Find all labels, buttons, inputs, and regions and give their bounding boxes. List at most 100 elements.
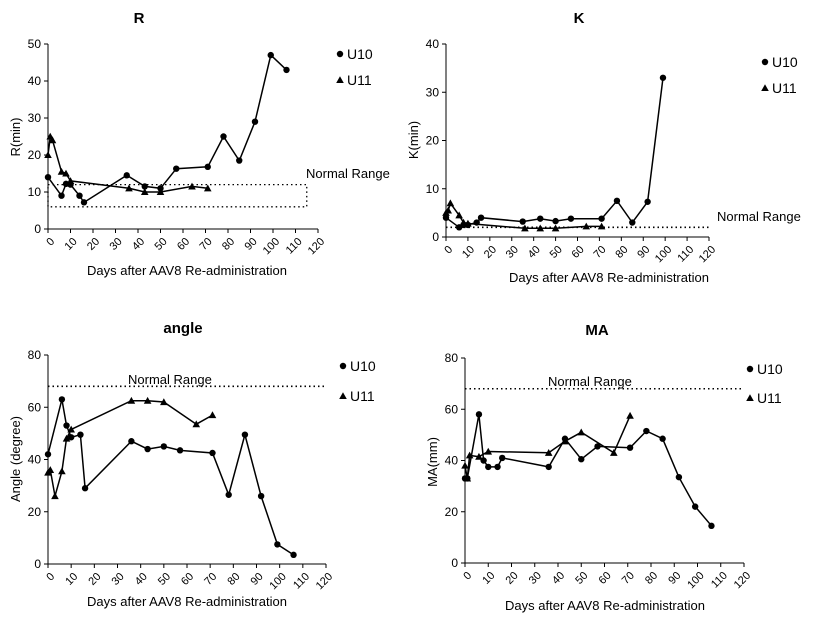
x-tick-label: 30 bbox=[110, 571, 127, 588]
y-tick-label: 20 bbox=[445, 505, 459, 519]
x-tick-label: 20 bbox=[86, 571, 103, 588]
y-tick-label: 40 bbox=[445, 454, 459, 468]
data-point-u11 bbox=[455, 211, 463, 219]
data-point-u10 bbox=[626, 444, 634, 451]
data-point-u10 bbox=[477, 214, 485, 221]
data-point-u10 bbox=[499, 454, 506, 462]
x-tick-label: 40 bbox=[133, 571, 150, 588]
data-point-u11 bbox=[446, 199, 455, 207]
data-point-u10 bbox=[123, 172, 130, 179]
data-point-u10 bbox=[173, 165, 180, 172]
data-point-u11 bbox=[67, 425, 75, 433]
data-point-u11 bbox=[140, 188, 149, 196]
legend-label-u10: U10 bbox=[757, 361, 783, 377]
data-point-u10 bbox=[236, 157, 243, 164]
data-point-u10 bbox=[251, 118, 259, 125]
data-point-u11 bbox=[461, 461, 469, 469]
data-point-u10 bbox=[629, 219, 636, 226]
x-tick-label: 30 bbox=[108, 236, 125, 253]
x-tick-label: 70 bbox=[591, 244, 608, 261]
y-tick-label: 20 bbox=[28, 148, 42, 162]
data-point-u10 bbox=[578, 456, 585, 463]
x-tick-label: 50 bbox=[548, 244, 565, 261]
legend-label-u10: U10 bbox=[350, 358, 376, 374]
data-point-u11 bbox=[48, 136, 57, 144]
x-tick-label: 0 bbox=[44, 236, 57, 249]
data-point-u10 bbox=[209, 449, 216, 457]
normal-range-label: Normal Range bbox=[548, 374, 632, 389]
legend-marker-u11 bbox=[746, 394, 754, 402]
data-point-u11 bbox=[156, 188, 165, 196]
normal-range-label: Normal Range bbox=[306, 166, 390, 181]
x-tick-label: 120 bbox=[697, 244, 718, 265]
panel-0: R 0 10 20 30 40 50 0 10 20 30 40 50 60 70 80 90 100 110 120… bbox=[8, 10, 390, 278]
x-tick-label: 120 bbox=[732, 570, 753, 591]
data-point-u10 bbox=[77, 431, 84, 438]
x-tick-label: 100 bbox=[685, 570, 706, 591]
data-point-u11 bbox=[51, 492, 59, 500]
x-tick-label: 110 bbox=[291, 571, 312, 592]
data-point-u10 bbox=[659, 435, 666, 442]
data-point-u11 bbox=[62, 434, 71, 442]
x-tick-label: 90 bbox=[243, 236, 260, 253]
data-point-u10 bbox=[267, 51, 274, 59]
x-tick-label: 20 bbox=[85, 236, 102, 253]
y-tick-label: 20 bbox=[426, 134, 440, 148]
x-tick-label: 10 bbox=[63, 571, 80, 588]
x-tick-label: 50 bbox=[153, 236, 170, 253]
y-tick-label: 0 bbox=[451, 556, 458, 570]
data-point-u10 bbox=[594, 443, 601, 450]
data-point-u11 bbox=[192, 420, 201, 428]
x-tick-label: 80 bbox=[643, 570, 660, 587]
data-point-u10 bbox=[598, 215, 605, 222]
x-tick-label: 90 bbox=[666, 570, 683, 587]
data-point-u10 bbox=[545, 463, 552, 471]
x-tick-label: 60 bbox=[179, 571, 196, 588]
legend-label-u11: U11 bbox=[757, 390, 782, 406]
y-tick-label: 20 bbox=[28, 505, 42, 519]
data-point-u11 bbox=[551, 224, 560, 232]
data-point-u10 bbox=[81, 485, 89, 492]
data-point-u10 bbox=[485, 463, 492, 471]
data-point-u11 bbox=[463, 474, 472, 482]
panel-title: MA bbox=[585, 322, 608, 339]
data-point-u10 bbox=[44, 174, 52, 181]
legend-marker-u10 bbox=[339, 362, 347, 370]
x-tick-label: 110 bbox=[284, 236, 305, 257]
legend-marker-u10 bbox=[746, 365, 754, 373]
panel-title: angle bbox=[163, 320, 202, 337]
y-axis-label: K(min) bbox=[406, 121, 421, 159]
data-point-u11 bbox=[66, 177, 75, 184]
y-tick-label: 0 bbox=[34, 222, 41, 236]
normal-range-box bbox=[47, 183, 308, 208]
x-tick-label: 0 bbox=[461, 570, 474, 583]
y-tick-label: 30 bbox=[28, 111, 42, 125]
data-point-u11 bbox=[597, 222, 606, 230]
x-tick-label: 90 bbox=[635, 244, 652, 261]
legend-marker-u11 bbox=[339, 392, 347, 400]
series-line-u10 bbox=[465, 414, 713, 527]
x-tick-label: 30 bbox=[527, 570, 544, 587]
y-tick-label: 60 bbox=[445, 402, 459, 416]
x-tick-label: 80 bbox=[613, 244, 630, 261]
data-point-u10 bbox=[659, 74, 667, 81]
panel-2: angle 0 20 40 60 80 0 10 20 30 40 50 60 70 80 90 100 110 1… bbox=[8, 320, 376, 609]
data-point-u11 bbox=[577, 428, 586, 436]
x-tick-label: 110 bbox=[675, 244, 696, 265]
data-point-u11 bbox=[465, 451, 474, 459]
data-point-u10 bbox=[552, 217, 559, 225]
data-point-u10 bbox=[76, 192, 83, 199]
panel-title: R bbox=[134, 10, 145, 27]
y-tick-label: 60 bbox=[28, 400, 42, 414]
data-point-u11 bbox=[484, 447, 493, 455]
data-point-u11 bbox=[561, 437, 569, 445]
data-point-u10 bbox=[204, 163, 211, 171]
y-tick-label: 10 bbox=[426, 182, 440, 196]
legend-label-u11: U11 bbox=[772, 80, 797, 96]
legend-marker-u11 bbox=[336, 76, 344, 84]
legend-marker-u10 bbox=[336, 50, 344, 58]
panel-1: K 0 10 20 30 40 0 10 20 30 40 50 60 70 80 90 100 110 120 Da… bbox=[406, 10, 801, 285]
data-point-u10 bbox=[58, 396, 66, 403]
data-point-u10 bbox=[58, 192, 65, 199]
data-point-u10 bbox=[475, 411, 483, 418]
